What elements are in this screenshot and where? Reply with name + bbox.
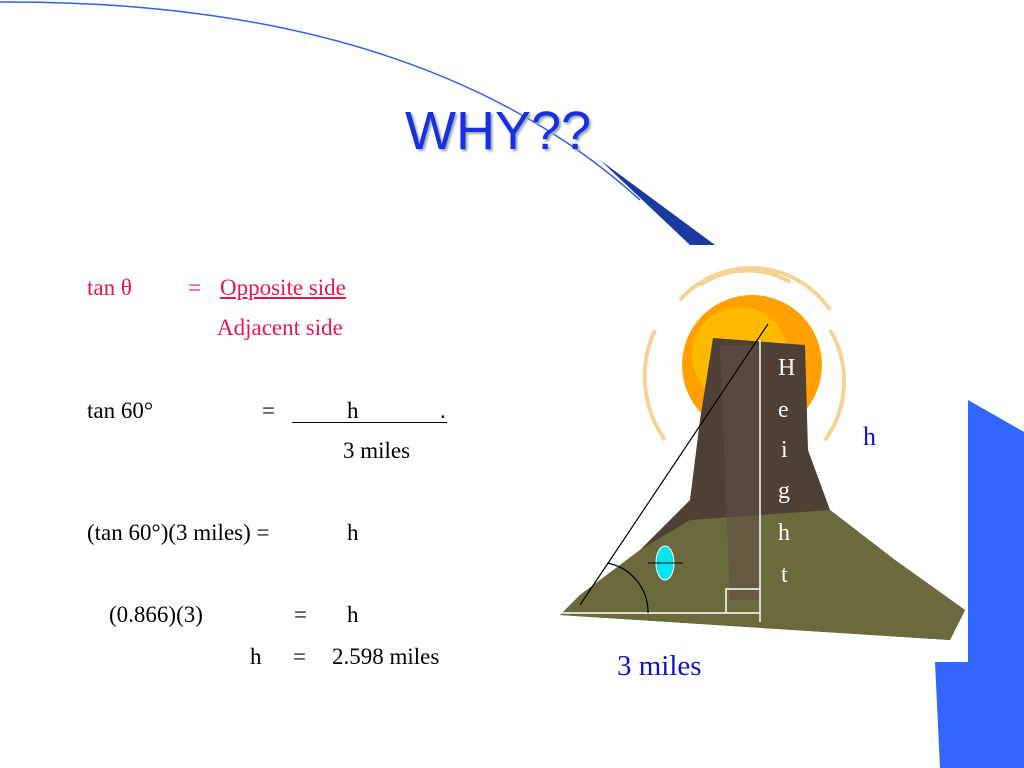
step1-dot: . xyxy=(440,398,446,423)
step1-lhs: tan 60° xyxy=(87,398,154,423)
result-rhs: 2.598 miles xyxy=(332,644,440,669)
fraction-bar xyxy=(292,422,447,423)
decorative-right-panel-lower xyxy=(935,662,968,768)
step1-denominator: 3 miles xyxy=(343,438,411,463)
step1-equals: = xyxy=(262,398,275,423)
formula-equals: = xyxy=(188,275,201,300)
formula-lhs: tan θ xyxy=(87,275,132,300)
height-letter: i xyxy=(781,437,788,463)
formula-numerator: Opposite side xyxy=(220,275,346,300)
height-letter: H xyxy=(778,355,796,381)
step2-lhs: (tan 60°)(3 miles) = xyxy=(87,520,270,545)
step3-equals: = xyxy=(294,602,307,627)
step3-rhs: h xyxy=(347,602,359,627)
height-letter: e xyxy=(778,397,789,423)
height-letter: t xyxy=(781,562,788,588)
formula-denominator: Adjacent side xyxy=(217,315,343,340)
decorative-right-panel xyxy=(968,400,1024,768)
height-letter: g xyxy=(778,478,790,504)
triangle-diagram xyxy=(560,323,769,622)
step1-numerator: h xyxy=(347,398,359,423)
mountain-illustration xyxy=(560,265,965,640)
step3-lhs: (0.866)(3) xyxy=(109,602,203,627)
result-lhs: h xyxy=(250,644,262,669)
result-equals: = xyxy=(293,644,306,669)
slide-title: WHY?? xyxy=(405,101,592,161)
step2-rhs: h xyxy=(347,520,359,545)
height-letter: h xyxy=(778,520,790,546)
decorative-wedge xyxy=(600,160,715,245)
side-label: h xyxy=(863,422,876,451)
decorative-curve xyxy=(0,1,641,201)
base-label: 3 miles xyxy=(617,650,702,682)
